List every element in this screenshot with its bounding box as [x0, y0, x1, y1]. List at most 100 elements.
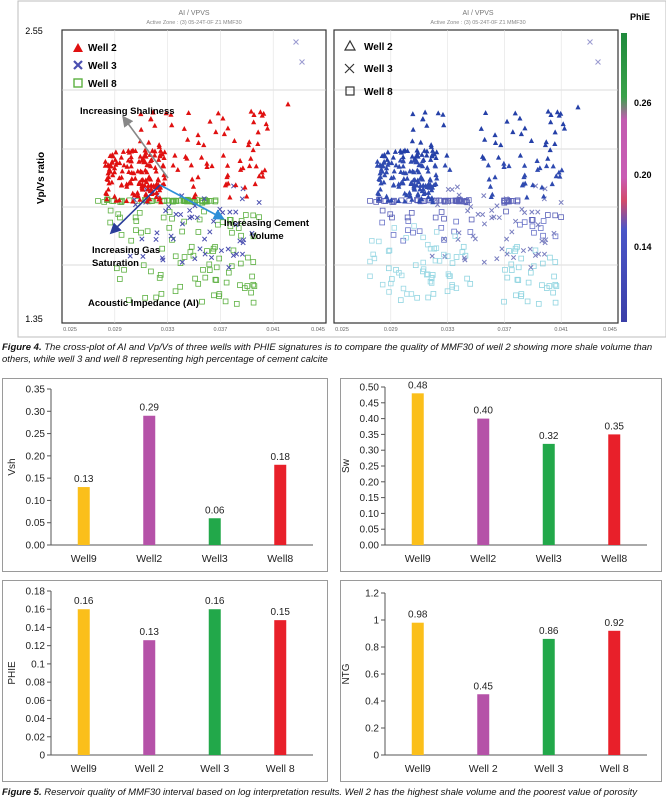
scatter-point — [422, 109, 428, 115]
scatter-point — [530, 182, 536, 188]
scatter-point — [200, 267, 206, 273]
scatter-point — [521, 174, 527, 180]
vsh-bar-chart: 0.00 0.05 0.10 0.15 0.20 0.25 0.30 0.35 Vsh 0.13 W… — [7, 385, 313, 565]
scatter-point — [206, 267, 213, 273]
scatter-point — [130, 190, 136, 196]
bar-well2 — [143, 640, 156, 755]
scatter-point — [117, 214, 123, 221]
y-tick-label: 0.16 — [26, 605, 46, 616]
scatter-point — [131, 170, 137, 176]
scatter-point — [540, 260, 546, 267]
category-label: Well9 — [71, 553, 97, 565]
right-legend: Well 2 Well 3 Well 8 — [343, 39, 393, 98]
scatter-point — [385, 248, 392, 254]
scatter-point — [163, 110, 169, 116]
scatter-point — [414, 167, 420, 173]
scatter-point — [425, 168, 431, 174]
scatter-point — [504, 118, 510, 124]
scatter-point — [552, 233, 559, 240]
scatter-point — [409, 196, 415, 202]
scatter-point — [125, 297, 132, 303]
scatter-point — [130, 147, 136, 153]
scatter-point — [261, 110, 267, 116]
scatter-point — [531, 229, 537, 236]
scatter-point — [517, 221, 523, 228]
y-tick-label: 0.20 — [26, 451, 46, 462]
right-plot-header: AI / VPVS — [462, 10, 493, 17]
scatter-point — [462, 252, 469, 259]
scatter-point — [489, 207, 495, 213]
scatter-point — [414, 182, 420, 188]
scatter-point — [409, 168, 416, 174]
scatter-point — [551, 273, 557, 280]
scatter-point — [142, 167, 148, 173]
scatter-point — [522, 125, 528, 131]
category-label: Well 3 — [200, 763, 229, 775]
scatter-point — [250, 147, 256, 153]
scatter-point — [495, 154, 502, 160]
scatter-point — [213, 264, 220, 271]
scatter-point — [154, 230, 160, 236]
well8-marker-icon — [73, 78, 83, 88]
scatter-point — [195, 229, 202, 235]
scatter-point — [226, 264, 232, 271]
scatter-point — [559, 167, 565, 173]
scatter-point — [552, 259, 559, 265]
scatter-point — [242, 285, 248, 291]
scatter-point — [551, 230, 557, 236]
scatter-point — [181, 125, 187, 131]
scatter-point — [227, 223, 234, 230]
y-tick-label: 0 — [39, 751, 45, 762]
scatter-point — [384, 193, 390, 199]
scatter-point — [558, 214, 564, 220]
scatter-point — [110, 172, 116, 178]
scatter-point — [215, 110, 221, 116]
scatter-point — [510, 129, 516, 135]
scatter-point — [445, 186, 451, 192]
scatter-point — [263, 121, 269, 127]
scatter-point — [429, 152, 435, 158]
scatter-point — [194, 215, 200, 221]
scatter-point — [166, 204, 172, 210]
scatter-point — [188, 243, 195, 250]
scatter-point — [152, 152, 158, 158]
y-tick-label: 0.14 — [26, 623, 46, 634]
scatter-point — [430, 291, 437, 297]
scatter-point — [529, 217, 536, 223]
scatter-point — [481, 259, 487, 265]
scatter-point — [432, 257, 439, 264]
scatter-point — [182, 153, 189, 159]
scatter-point — [400, 237, 407, 244]
data-label: 0.18 — [271, 452, 291, 463]
scatter-point — [121, 162, 127, 168]
scatter-point — [234, 251, 240, 257]
scatter-point — [543, 237, 549, 243]
scatter-point — [127, 253, 133, 259]
scatter-point — [387, 211, 394, 218]
scatter-point — [508, 261, 515, 268]
scatter-point — [107, 207, 114, 214]
scatter-point — [175, 166, 181, 172]
scatter-point — [106, 180, 112, 186]
scatter-point — [379, 163, 385, 169]
bar-well8 — [608, 434, 621, 545]
scatter-point — [153, 168, 159, 174]
category-label: Well8 — [601, 553, 627, 565]
scatter-point — [404, 291, 410, 297]
scatter-point — [223, 279, 230, 286]
scatter-point — [537, 225, 544, 231]
scatter-point — [499, 246, 505, 252]
scatter-point — [468, 216, 475, 223]
scatter-point — [142, 147, 148, 153]
scatter-point — [553, 283, 560, 289]
scatter-point — [185, 136, 191, 142]
scatter-point — [206, 261, 213, 268]
scatter-point — [532, 247, 539, 254]
scatter-point — [103, 190, 109, 196]
category-label: Well 2 — [135, 763, 164, 775]
scatter-point — [434, 202, 441, 208]
scatter-point — [428, 280, 435, 286]
scatter-point — [251, 283, 258, 289]
scatter-point — [482, 110, 489, 116]
scatter-point — [447, 166, 453, 172]
